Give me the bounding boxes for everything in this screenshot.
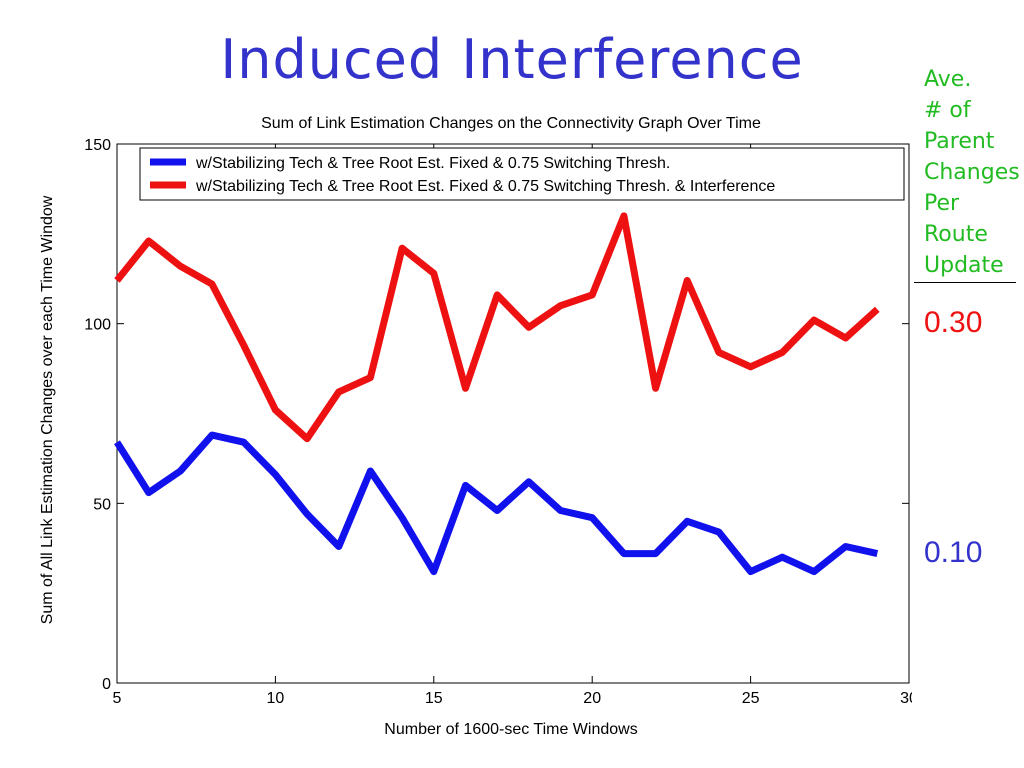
legend-box <box>139 147 905 201</box>
x-tick-label: 15 <box>425 690 443 707</box>
plot-area <box>116 143 910 684</box>
series-line-interference <box>114 212 880 443</box>
side-label-line: Ave. <box>924 67 972 92</box>
side-label-line: Route <box>924 222 988 247</box>
x-tick-label: 5 <box>113 690 122 707</box>
line-chart: Sum of Link Estimation Changes on the Co… <box>39 115 912 738</box>
series-line-stabilizing <box>114 431 879 576</box>
x-tick-label: 10 <box>267 690 285 707</box>
side-divider <box>914 282 1016 283</box>
x-tick-label: 25 <box>742 690 760 707</box>
side-annotation-label: Ave. # of Parent Changes Per Route Updat… <box>924 64 1024 281</box>
y-tick-label: 150 <box>84 137 111 154</box>
side-label-line: # of <box>924 98 971 123</box>
side-label-line: Per <box>924 191 960 216</box>
legend-label-series-1: w/Stabilizing Tech & Tree Root Est. Fixe… <box>195 155 670 172</box>
series-lines <box>114 212 880 576</box>
legend: w/Stabilizing Tech & Tree Root Est. Fixe… <box>139 147 905 201</box>
side-label-line: Parent <box>924 129 995 154</box>
slide-title: Induced Interference <box>220 28 804 91</box>
chart-title: Sum of Link Estimation Changes on the Co… <box>261 115 761 132</box>
legend-label-series-2: w/Stabilizing Tech & Tree Root Est. Fixe… <box>195 178 775 195</box>
y-axis-label: Sum of All Link Estimation Changes over … <box>39 195 56 624</box>
x-axis-label: Number of 1600-sec Time Windows <box>384 721 637 738</box>
side-label-line: Changes <box>924 160 1020 185</box>
side-label-line: Update <box>924 253 1004 278</box>
x-tick-label: 30 <box>900 690 912 707</box>
side-value-interference: 0.30 <box>924 306 983 339</box>
y-tick-label: 100 <box>84 317 111 334</box>
x-tick-label: 20 <box>583 690 601 707</box>
side-value-baseline: 0.10 <box>924 536 983 569</box>
axis-ticks: 5 10 15 20 25 30 0 50 100 150 <box>84 137 912 707</box>
y-tick-label: 0 <box>102 676 111 693</box>
y-tick-label: 50 <box>93 496 111 513</box>
